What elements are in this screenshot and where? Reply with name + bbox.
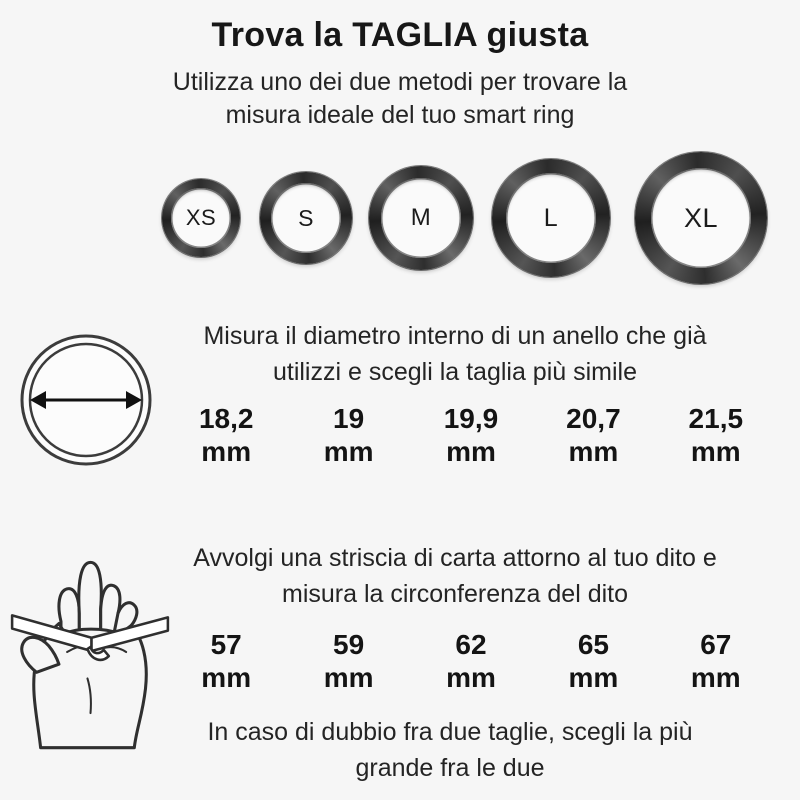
ring-size-label-m: M: [410, 204, 432, 231]
diameter-number: 18,2: [198, 403, 254, 434]
method2-instruction-line-1: Avvolgi una striscia di carta attorno al…: [193, 544, 717, 572]
ring-size-label-s: S: [298, 204, 314, 231]
ring-photo-l: L: [492, 159, 610, 277]
method2-instruction-line-2: misura la circonferenza del dito: [282, 580, 628, 608]
diameter-value-xs: 18,2 mm: [165, 402, 287, 468]
circumference-number: 67: [700, 629, 732, 660]
circumference-number: 65: [577, 629, 609, 660]
circumference-number: 62: [455, 629, 487, 660]
ring-photo-s: S: [260, 172, 352, 264]
circumference-value-xl: 67 mm: [655, 628, 777, 694]
circumference-value-s: 59 mm: [287, 628, 409, 694]
method1-instruction: Misura il diametro interno di un anello …: [120, 318, 790, 390]
diameter-number: 19: [333, 403, 365, 434]
page-subtitle: Utilizza uno dei due metodi per trovare …: [0, 66, 800, 132]
circumference-number: 57: [210, 629, 242, 660]
diameter-value-s: 19 mm: [287, 402, 409, 468]
ring-photo-m: M: [369, 166, 473, 270]
diameter-number: 21,5: [688, 403, 744, 434]
diameter-unit: mm: [201, 436, 252, 467]
method1-instruction-line-2: utilizzi e scegli la taglia più simile: [272, 358, 638, 386]
diameter-unit: mm: [690, 436, 741, 467]
diameter-values-row: 18,2 mm 19 mm 19,9 mm 20,7 mm 21,5 mm: [165, 402, 777, 468]
method2-instruction: Avvolgi una striscia di carta attorno al…: [120, 540, 790, 612]
diameter-value-m: 19,9 mm: [410, 402, 532, 468]
footer-note: In caso di dubbio fra due taglie, scegli…: [110, 714, 790, 786]
subtitle-line-1: Utilizza uno dei due metodi per trovare …: [172, 68, 628, 96]
footer-line-1: In caso di dubbio fra due taglie, scegli…: [207, 718, 693, 746]
ring-size-label-l: L: [543, 203, 559, 232]
circumference-value-xs: 57 mm: [165, 628, 287, 694]
diameter-unit: mm: [568, 436, 619, 467]
ring-photo-xl: XL: [635, 152, 767, 284]
ring-inner-diameter-icon: [20, 334, 152, 466]
ring-size-label-xs: XS: [185, 205, 217, 230]
diameter-value-l: 20,7 mm: [532, 402, 654, 468]
method1-instruction-line-1: Misura il diametro interno di un anello …: [203, 322, 707, 350]
hand-paper-strip-icon: [10, 560, 170, 750]
page-title: Trova la TAGLIA giusta: [211, 16, 589, 54]
ring-photo-xs: XS: [162, 179, 240, 257]
circumference-value-l: 65 mm: [532, 628, 654, 694]
diameter-unit: mm: [323, 436, 374, 467]
subtitle-line-2: misura ideale del tuo smart ring: [225, 101, 575, 129]
diameter-number: 20,7: [566, 403, 621, 434]
circumference-number: 59: [333, 629, 365, 660]
footer-line-2: grande fra le due: [355, 754, 545, 782]
circumference-unit: mm: [568, 662, 619, 693]
circumference-unit: mm: [690, 662, 741, 693]
ring-size-label-xl: XL: [683, 202, 719, 233]
circumference-values-row: 57 mm 59 mm 62 mm 65 mm 67 mm: [165, 628, 777, 694]
diameter-number: 19,9: [443, 403, 499, 434]
circumference-unit: mm: [446, 662, 496, 693]
circumference-value-m: 62 mm: [410, 628, 532, 694]
circumference-unit: mm: [201, 662, 252, 693]
diameter-value-xl: 21,5 mm: [655, 402, 777, 468]
diameter-unit: mm: [446, 436, 496, 467]
circumference-unit: mm: [323, 662, 374, 693]
